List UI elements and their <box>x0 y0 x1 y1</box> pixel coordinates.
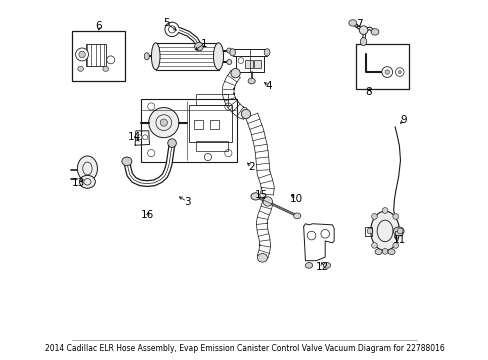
Text: 7: 7 <box>355 19 362 29</box>
Ellipse shape <box>250 193 260 200</box>
Ellipse shape <box>164 22 179 37</box>
Text: 2: 2 <box>248 162 254 172</box>
Ellipse shape <box>293 213 300 219</box>
Ellipse shape <box>371 213 377 219</box>
Ellipse shape <box>122 157 132 166</box>
Text: 11: 11 <box>392 235 405 245</box>
Ellipse shape <box>137 135 142 140</box>
Ellipse shape <box>263 197 272 206</box>
Bar <box>210 120 219 129</box>
Ellipse shape <box>77 156 97 181</box>
Ellipse shape <box>247 78 255 84</box>
Ellipse shape <box>396 228 402 234</box>
Ellipse shape <box>257 253 267 262</box>
Bar <box>196 94 228 105</box>
Ellipse shape <box>230 68 240 78</box>
Bar <box>85 44 105 66</box>
Ellipse shape <box>241 109 250 119</box>
Text: 3: 3 <box>183 197 190 207</box>
Bar <box>254 60 261 68</box>
Ellipse shape <box>398 71 400 73</box>
Text: 15: 15 <box>255 190 268 200</box>
Ellipse shape <box>213 43 223 70</box>
Ellipse shape <box>226 59 231 64</box>
Ellipse shape <box>148 108 179 138</box>
Ellipse shape <box>323 262 330 268</box>
Ellipse shape <box>395 68 403 76</box>
Ellipse shape <box>78 66 83 71</box>
Ellipse shape <box>76 48 88 61</box>
Text: 8: 8 <box>365 87 371 97</box>
Ellipse shape <box>320 229 329 238</box>
Ellipse shape <box>80 175 95 188</box>
Ellipse shape <box>160 119 167 126</box>
Ellipse shape <box>106 56 115 64</box>
Ellipse shape <box>392 227 403 235</box>
Bar <box>72 31 125 81</box>
Ellipse shape <box>194 42 203 51</box>
Ellipse shape <box>79 51 85 58</box>
Ellipse shape <box>167 139 176 147</box>
Text: 12: 12 <box>315 262 328 272</box>
Bar <box>355 44 408 89</box>
Ellipse shape <box>142 135 147 140</box>
Ellipse shape <box>360 38 366 45</box>
Ellipse shape <box>366 228 372 234</box>
Text: 6: 6 <box>95 21 102 31</box>
Ellipse shape <box>264 49 269 56</box>
Text: 9: 9 <box>400 115 407 125</box>
Ellipse shape <box>370 211 399 251</box>
Ellipse shape <box>306 231 315 240</box>
Bar <box>193 120 202 129</box>
Ellipse shape <box>144 53 149 60</box>
Text: 1: 1 <box>201 39 207 49</box>
Text: 14: 14 <box>127 132 141 142</box>
Ellipse shape <box>238 58 244 63</box>
Text: 13: 13 <box>72 178 85 188</box>
Text: 10: 10 <box>289 194 303 204</box>
Bar <box>232 49 266 56</box>
Bar <box>365 227 371 236</box>
Ellipse shape <box>392 243 398 248</box>
Bar <box>394 230 402 235</box>
Bar <box>196 141 228 151</box>
Ellipse shape <box>382 208 387 213</box>
Bar <box>188 105 231 142</box>
Ellipse shape <box>374 249 382 255</box>
Ellipse shape <box>384 70 388 74</box>
Ellipse shape <box>305 262 312 268</box>
Ellipse shape <box>387 249 394 255</box>
Ellipse shape <box>392 213 398 219</box>
Ellipse shape <box>348 20 356 26</box>
Text: 16: 16 <box>141 210 154 220</box>
Bar <box>155 43 218 70</box>
Ellipse shape <box>226 48 231 53</box>
Text: 4: 4 <box>265 81 272 91</box>
Bar <box>140 99 237 162</box>
Ellipse shape <box>370 29 378 35</box>
Text: 2014 Cadillac ELR Hose Assembly, Evap Emission Canister Control Valve Vacuum Dia: 2014 Cadillac ELR Hose Assembly, Evap Em… <box>44 344 444 353</box>
Ellipse shape <box>102 66 108 71</box>
Ellipse shape <box>229 49 235 56</box>
Ellipse shape <box>382 248 387 254</box>
Bar <box>235 53 264 72</box>
Ellipse shape <box>151 43 160 70</box>
Ellipse shape <box>371 243 377 248</box>
Text: 5: 5 <box>163 18 169 28</box>
Ellipse shape <box>381 67 392 77</box>
Ellipse shape <box>359 26 367 35</box>
Bar <box>244 60 253 68</box>
